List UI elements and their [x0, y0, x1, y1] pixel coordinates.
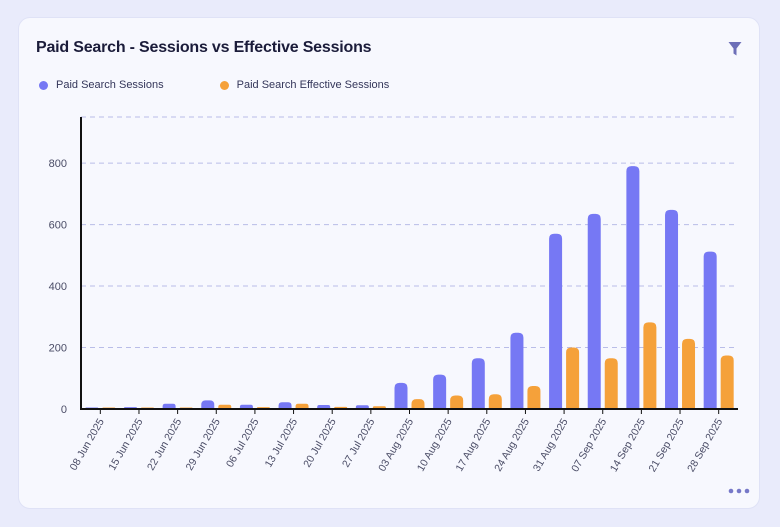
x-tick-label: 20 Jul 2025 — [301, 416, 339, 469]
x-tick-label: 17 Aug 2025 — [454, 416, 494, 473]
more-horizontal-icon[interactable] — [728, 487, 750, 495]
bar-effective — [218, 404, 232, 409]
legend-item-sessions[interactable]: Paid Search Sessions — [39, 79, 164, 91]
y-tick-label: 800 — [49, 158, 67, 170]
bar-effective — [527, 385, 541, 409]
bar-effective — [604, 358, 618, 409]
x-tick-label: 28 Sep 2025 — [685, 416, 725, 474]
bar-sessions — [471, 358, 485, 409]
y-tick-label: 600 — [49, 220, 67, 232]
bar-sessions — [201, 400, 215, 409]
bar-sessions — [239, 404, 253, 409]
bar-sessions — [703, 251, 717, 409]
x-tick-label: 24 Aug 2025 — [492, 416, 532, 473]
y-tick-label: 200 — [49, 343, 67, 355]
x-tick-label: 27 Jul 2025 — [340, 416, 378, 469]
bar-effective — [643, 322, 657, 409]
bar-sessions — [433, 374, 447, 409]
x-tick-label: 10 Aug 2025 — [415, 416, 455, 473]
x-tick-label: 14 Sep 2025 — [608, 416, 648, 474]
bar-sessions — [510, 332, 524, 409]
legend-item-effective[interactable]: Paid Search Effective Sessions — [219, 79, 390, 91]
bar-effective — [295, 403, 309, 409]
bar-effective — [450, 395, 464, 409]
bar-effective — [411, 399, 425, 409]
bar-sessions — [549, 233, 563, 409]
bar-effective — [720, 355, 734, 409]
y-tick-label: 400 — [49, 281, 67, 293]
x-tick-label: 07 Sep 2025 — [569, 416, 609, 474]
bar-effective — [566, 347, 580, 409]
legend-dot-sessions — [39, 80, 48, 90]
filter-icon[interactable] — [728, 41, 742, 57]
bar-sessions — [665, 209, 679, 409]
x-tick-label: 31 Aug 2025 — [531, 416, 571, 473]
legend-label-sessions: Paid Search Sessions — [56, 79, 164, 91]
x-tick-label: 29 Jun 2025 — [184, 416, 223, 472]
legend-dot-effective — [219, 80, 229, 90]
x-tick-label: 15 Jun 2025 — [106, 416, 145, 472]
bar-sessions — [587, 213, 601, 409]
bar-sessions — [278, 402, 292, 409]
bar-sessions — [394, 382, 408, 409]
bar-sessions — [162, 403, 176, 409]
bar-sessions — [626, 166, 640, 409]
bar-effective — [682, 338, 696, 409]
legend-label-effective: Paid Search Effective Sessions — [236, 79, 390, 91]
x-tick-label: 03 Aug 2025 — [376, 416, 416, 473]
chart-title: Paid Search - Sessions vs Effective Sess… — [36, 39, 372, 56]
bar-effective — [488, 394, 502, 409]
x-tick-label: 06 Jul 2025 — [224, 416, 262, 469]
x-tick-label: 21 Sep 2025 — [646, 416, 686, 474]
y-tick-label: 0 — [61, 404, 67, 416]
x-tick-label: 08 Jun 2025 — [68, 416, 107, 472]
chart-legend: Paid Search Sessions Paid Search Effecti… — [39, 79, 445, 91]
x-tick-label: 22 Jun 2025 — [145, 416, 184, 472]
x-tick-label: 13 Jul 2025 — [263, 416, 301, 469]
